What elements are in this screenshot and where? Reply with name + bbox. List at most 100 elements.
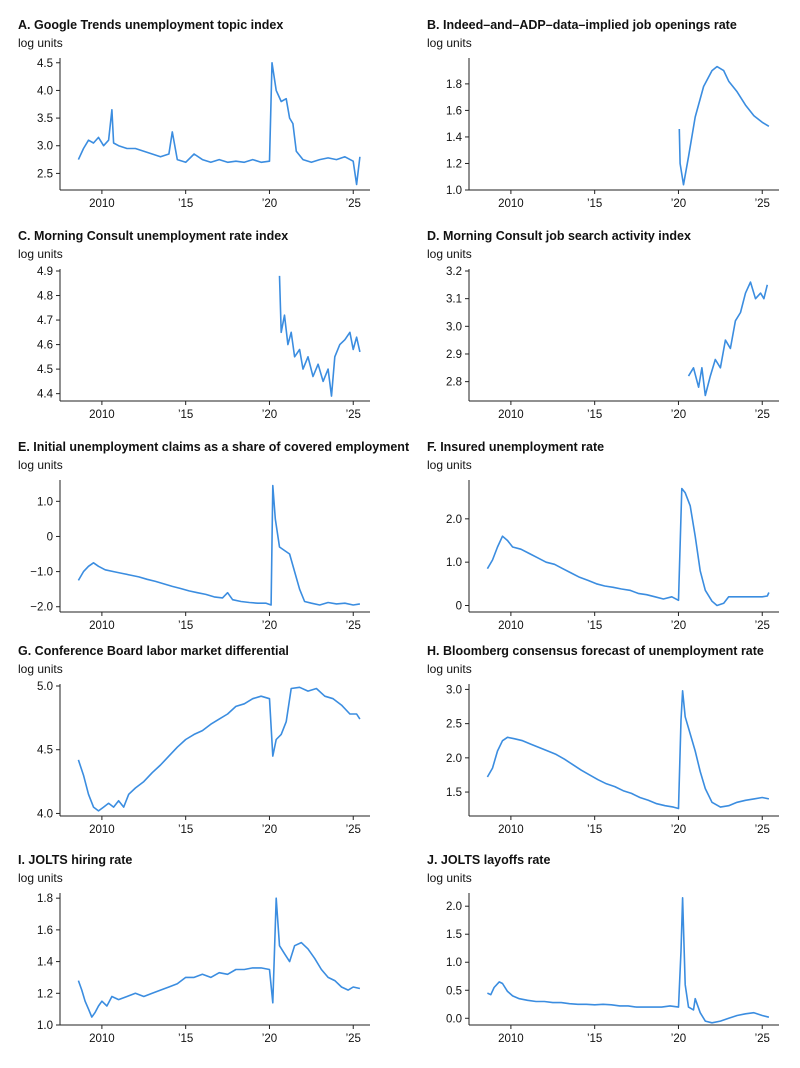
x-tick-label: ’25 xyxy=(755,409,770,421)
y-tick-label: 1.6 xyxy=(446,105,462,117)
y-tick-label: 4.5 xyxy=(37,364,53,376)
chart-plot: 4.4 4.5 4.6 4.7 4.8 4.9 2010 ’15 ’20 ’25 xyxy=(37,266,370,421)
series-line xyxy=(77,686,361,812)
x-tick-label: ’15 xyxy=(178,824,193,836)
chart-title: A. Google Trends unemployment topic inde… xyxy=(18,18,284,32)
x-tick-label: ’20 xyxy=(671,620,686,632)
x-tick-label: ’25 xyxy=(346,198,361,210)
y-tick-label: 1.8 xyxy=(446,79,462,91)
x-tick-label: ’20 xyxy=(262,824,277,836)
y-tick-label: 2.5 xyxy=(37,168,53,180)
chart-plot: 2.8 2.9 3.0 3.1 3.2 2010 ’15 ’20 ’25 xyxy=(446,266,779,421)
y-tick-label: 4.8 xyxy=(37,291,53,303)
y-axis-unit-label: log units xyxy=(18,458,63,472)
x-tick-label: 2010 xyxy=(89,1033,115,1045)
x-tick-label: 2010 xyxy=(498,1033,524,1045)
chart-title: J. JOLTS layoffs rate xyxy=(427,853,551,867)
y-tick-label: 4.9 xyxy=(37,266,53,278)
y-tick-label: −2.0 xyxy=(30,602,53,614)
y-axis-unit-label: log units xyxy=(427,662,472,676)
y-axis-unit-label: log units xyxy=(427,247,472,261)
y-tick-label: 2.0 xyxy=(446,901,462,913)
chart-panel-f: F. Insured unemployment rate log units 0 1.… xyxy=(427,440,800,650)
y-tick-label: 1.5 xyxy=(446,787,462,799)
x-tick-label: ’20 xyxy=(262,1033,277,1045)
y-axis-unit-label: log units xyxy=(427,36,472,50)
x-tick-label: 2010 xyxy=(89,198,115,210)
chart-panel-j: J. JOLTS layoffs rate log units 0.0 0.5 1.0 1… xyxy=(427,853,800,1063)
y-tick-label: −1.0 xyxy=(30,567,53,579)
x-tick-label: ’15 xyxy=(587,198,602,210)
x-tick-label: ’15 xyxy=(178,1033,193,1045)
y-tick-label: 2.5 xyxy=(446,719,462,731)
y-tick-label: 4.0 xyxy=(37,85,53,97)
chart-plot: 0 1.0 2.0 2010 ’15 ’20 ’25 xyxy=(446,480,779,632)
y-axis-unit-label: log units xyxy=(18,36,63,50)
chart-panel-c: C. Morning Consult unemployment rate ind… xyxy=(18,229,408,439)
chart-title: I. JOLTS hiring rate xyxy=(18,853,133,867)
x-tick-label: ’20 xyxy=(671,198,686,210)
chart-plot: 2.5 3.0 3.5 4.0 4.5 2010 ’15 ’20 ’25 xyxy=(37,58,370,210)
y-tick-label: 1.4 xyxy=(446,132,463,144)
chart-title: F. Insured unemployment rate xyxy=(427,440,605,454)
x-tick-label: ’15 xyxy=(587,1033,602,1045)
y-tick-label: 1.2 xyxy=(446,158,462,170)
chart-panel-h: H. Bloomberg consensus forecast of unemp… xyxy=(427,644,800,854)
y-tick-label: 1.0 xyxy=(446,557,462,569)
series-line xyxy=(486,689,770,810)
y-tick-label: 1.0 xyxy=(446,957,462,969)
x-tick-label: ’15 xyxy=(587,620,602,632)
x-tick-label: 2010 xyxy=(89,824,115,836)
y-tick-label: 0.5 xyxy=(446,985,462,997)
series-line xyxy=(678,65,770,186)
x-tick-label: ’20 xyxy=(671,409,686,421)
y-tick-label: 4.5 xyxy=(37,745,53,757)
chart-panel-e: E. Initial unemployment claims as a shar… xyxy=(18,440,410,650)
x-tick-label: ’25 xyxy=(346,824,361,836)
y-tick-label: 2.0 xyxy=(446,753,462,765)
y-tick-label: 2.0 xyxy=(446,514,462,526)
series-line xyxy=(687,281,769,397)
y-tick-label: 1.5 xyxy=(446,929,462,941)
chart-panel-a: A. Google Trends unemployment topic inde… xyxy=(18,18,408,228)
y-tick-label: 1.0 xyxy=(446,185,462,197)
x-tick-label: ’20 xyxy=(262,198,277,210)
x-tick-label: 2010 xyxy=(498,409,524,421)
chart-panel-d: D. Morning Consult job search activity i… xyxy=(427,229,800,439)
chart-title: E. Initial unemployment claims as a shar… xyxy=(18,440,410,454)
y-tick-label: 0 xyxy=(47,531,53,543)
y-axis-unit-label: log units xyxy=(427,458,472,472)
x-tick-label: ’15 xyxy=(587,824,602,836)
x-tick-label: ’25 xyxy=(346,409,361,421)
x-tick-label: ’20 xyxy=(671,1033,686,1045)
y-tick-label: 1.2 xyxy=(37,988,53,1000)
y-tick-label: 1.4 xyxy=(37,957,54,969)
chart-plot: 0.0 0.5 1.0 1.5 2.0 2010 ’15 ’20 ’25 xyxy=(446,893,779,1045)
y-tick-label: 1.6 xyxy=(37,925,53,937)
y-tick-label: 3.5 xyxy=(37,113,53,125)
x-tick-label: ’20 xyxy=(262,620,277,632)
chart-plot: 1.5 2.0 2.5 3.0 2010 ’15 ’20 ’25 xyxy=(446,684,779,836)
y-axis-unit-label: log units xyxy=(18,662,63,676)
y-tick-label: 0 xyxy=(456,601,462,613)
y-axis-unit-label: log units xyxy=(18,871,63,885)
y-tick-label: 3.0 xyxy=(446,321,462,333)
y-tick-label: 3.0 xyxy=(37,141,53,153)
chart-plot: 1.0 1.2 1.4 1.6 1.8 2010 ’15 ’20 ’25 xyxy=(446,58,779,210)
y-tick-label: 4.6 xyxy=(37,340,53,352)
chart-panel-g: G. Conference Board labor market differe… xyxy=(18,644,408,854)
y-axis-unit-label: log units xyxy=(18,247,63,261)
series-line xyxy=(77,897,361,1018)
x-tick-label: 2010 xyxy=(498,198,524,210)
y-tick-label: 3.0 xyxy=(446,684,462,696)
y-tick-label: 2.9 xyxy=(446,349,462,361)
y-tick-label: 3.2 xyxy=(446,266,462,278)
x-tick-label: 2010 xyxy=(89,620,115,632)
x-tick-label: ’15 xyxy=(178,409,193,421)
x-tick-label: ’25 xyxy=(755,198,770,210)
chart-title: H. Bloomberg consensus forecast of unemp… xyxy=(427,644,764,658)
chart-plot: 1.0 1.2 1.4 1.6 1.8 2010 ’15 ’20 ’25 xyxy=(37,893,370,1045)
x-tick-label: ’25 xyxy=(755,620,770,632)
x-tick-label: ’25 xyxy=(346,620,361,632)
